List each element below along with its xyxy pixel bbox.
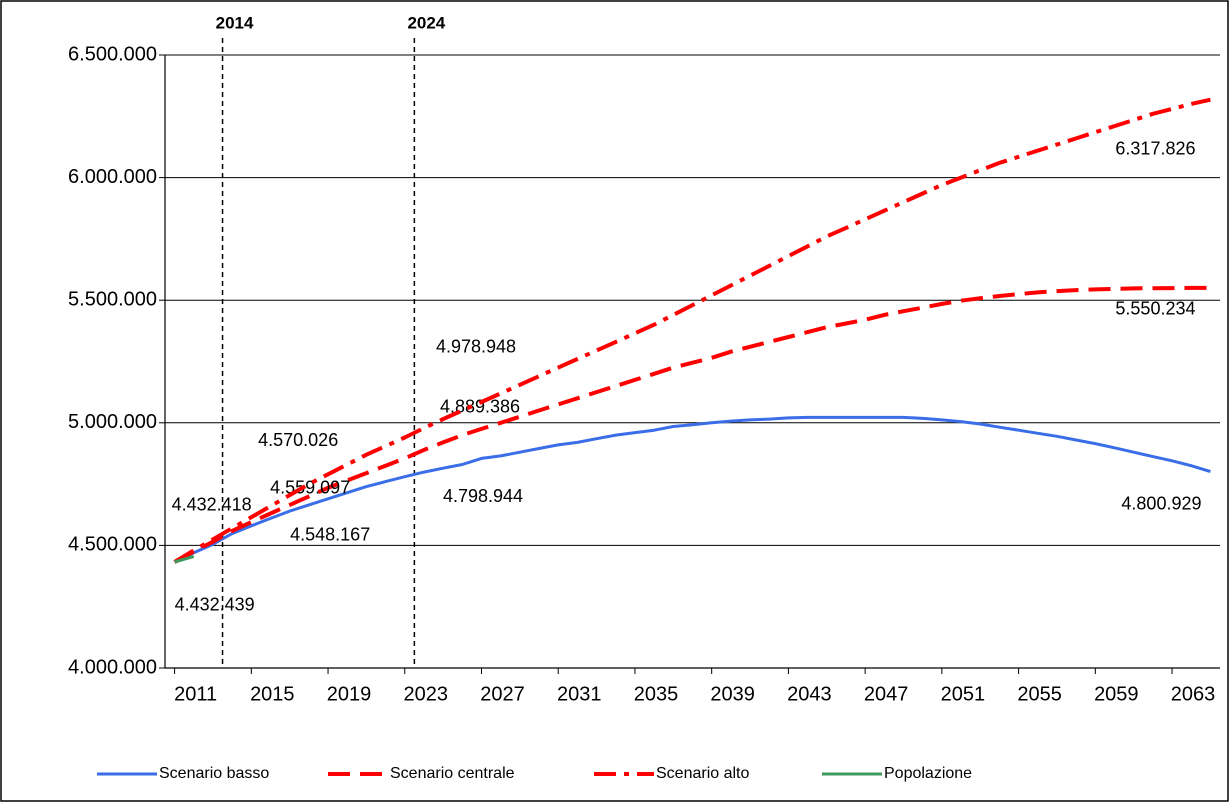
data-label: 4.559.097 [270, 478, 350, 498]
data-label: 4.798.944 [443, 486, 523, 506]
x-tick-label: 2019 [327, 683, 372, 705]
y-tick-label: 4.500.000 [68, 534, 157, 556]
y-tick-label: 6.000.000 [68, 166, 157, 188]
y-tick-label: 5.500.000 [68, 288, 157, 310]
reference-label: 2024 [407, 13, 445, 32]
y-tick-label: 4.000.000 [68, 656, 157, 678]
series-line [174, 554, 195, 564]
x-tick-label: 2039 [710, 683, 755, 705]
data-label: 4.432.418 [172, 495, 252, 515]
x-tick-label: 2023 [404, 683, 449, 705]
x-tick-label: 2043 [787, 683, 832, 705]
data-label: 4.570.026 [258, 430, 338, 450]
series-line [173, 97, 1211, 564]
data-label: 4.978.948 [436, 337, 516, 357]
reference-label: 2014 [216, 13, 254, 32]
x-tick-label: 2051 [941, 683, 986, 705]
data-label: 4.432.439 [175, 595, 255, 615]
x-tick-label: 2063 [1171, 683, 1216, 705]
y-tick-label: 5.000.000 [68, 411, 157, 433]
data-label: 4.548.167 [290, 524, 370, 544]
legend-label: Scenario alto [656, 765, 749, 782]
x-tick-label: 2011 [174, 683, 217, 705]
data-label: 6.317.826 [1115, 138, 1195, 158]
x-tick-label: 2027 [480, 683, 525, 705]
series-line [173, 285, 1211, 564]
legend-label: Scenario centrale [390, 765, 515, 782]
y-tick-label: 6.500.000 [68, 43, 157, 65]
x-tick-label: 2031 [557, 683, 602, 705]
x-tick-label: 2015 [250, 683, 295, 705]
x-tick-label: 2059 [1094, 683, 1139, 705]
x-tick-label: 2035 [634, 683, 679, 705]
data-label: 5.550.234 [1115, 299, 1195, 319]
x-tick-label: 2047 [864, 683, 909, 705]
legend-label: Scenario basso [159, 765, 269, 782]
data-label: 4.800.929 [1121, 493, 1201, 513]
legend-label: Popolazione [884, 765, 972, 782]
x-tick-label: 2055 [1017, 683, 1062, 705]
series-line [173, 415, 1211, 564]
